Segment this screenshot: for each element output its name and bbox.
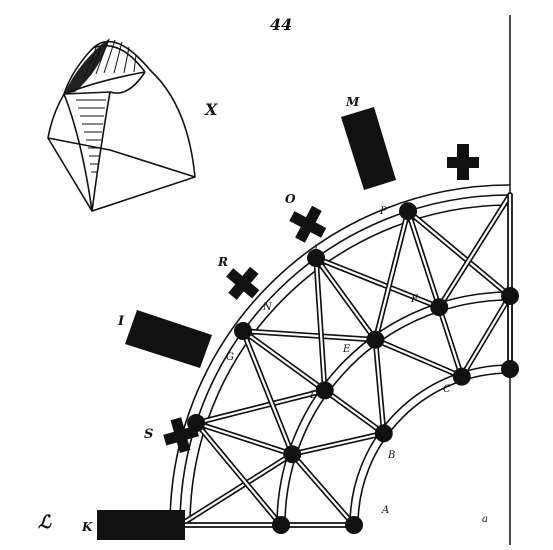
inner-radial-4-inner [438,306,463,378]
outer-wall-inner [189,204,511,526]
boss-node-4 [272,516,290,534]
inner-rib-2-inner [374,338,385,435]
inner-rib-0-inner [291,453,356,527]
label-r: R [217,255,228,269]
inner-rib-1-inner [291,432,385,456]
boss-node-1 [234,322,253,341]
diag-rib-1-a-inner [195,421,283,527]
label-k: K [81,520,93,534]
diag-rib-3-a-inner [314,256,326,392]
middle-ring-inner [284,299,511,526]
point-label-f: F [410,294,419,305]
radial-rib-2-inner [241,329,326,392]
point-label-n: N [262,302,273,313]
inner-rib-4-inner [460,294,512,378]
boss-node-8 [430,298,449,317]
boss-node-2 [307,249,326,268]
boss-node-12 [452,367,471,386]
outer-wall-outer [169,184,511,526]
diag-rib-4-a-inner [374,210,410,341]
diag-rib-0-b-inner [178,453,294,527]
inner-rib-3-inner [374,338,463,378]
point-label-d: D [309,390,318,401]
middle-ring-outer [276,291,511,526]
point-label-c: C [443,384,451,395]
boss-node-9 [501,287,519,305]
radial-rib-4-inner [406,210,441,309]
label-s: S [144,427,153,442]
diag-rib-2-b-inner [241,329,377,341]
vault-inset-sketch [47,38,196,212]
diag-rib-2-a-inner [241,329,294,456]
inner-radial-2-inner [323,389,385,435]
point-label-b: B [387,450,395,461]
label-m: M [345,95,360,109]
inner-ring-outer [349,364,511,526]
label-o: O [285,192,296,206]
diag-rib-4-b-inner [406,210,512,298]
inset-label: X [204,100,218,119]
boss-node-5 [283,445,302,464]
point-label-e: E [342,344,351,355]
point-label-a: A [381,505,389,516]
inner-ring-inner [357,372,511,526]
buttress-m [341,107,396,190]
point-label-p: P [379,206,387,217]
radial-rib-3-inner [314,256,377,341]
radial-rib-1-inner [195,421,294,456]
boss-node-11 [374,424,393,443]
boss-node-10 [345,516,363,534]
anchor-mark: ℒ [38,512,52,533]
buttresses [97,107,479,540]
vault-plan-drawing [169,184,519,534]
diag-rib-3-b-inner [314,256,441,309]
page-number: 44 [270,15,292,34]
label-i: I [117,314,125,329]
diag-rib-5-a-inner [438,193,512,309]
point-label-i: I [313,244,319,255]
boss-node-3 [399,202,418,221]
boss-node-6 [315,381,334,400]
diag-rib-1-b-inner [195,389,326,425]
point-label-g: G [226,352,234,363]
point-labels: P I N G F E D C B A [226,206,451,516]
buttress-k [97,510,185,540]
corner-label: a [482,514,488,525]
boss-node-7 [366,330,385,349]
buttress-i [125,310,212,368]
boss-node-13 [501,360,519,378]
